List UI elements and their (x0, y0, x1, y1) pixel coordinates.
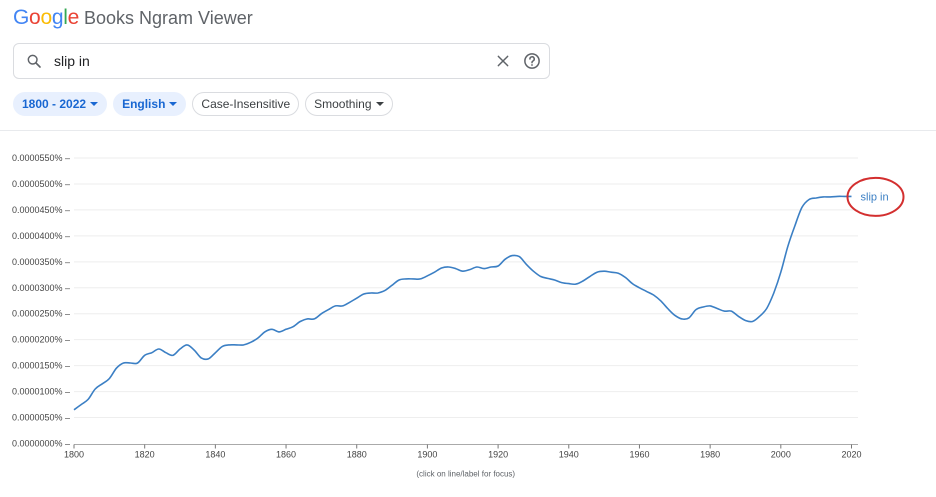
y-tick-label: 0.0000250% – (12, 309, 70, 319)
google-logo[interactable]: Google (13, 6, 79, 30)
y-tick-label: 0.0000000% – (12, 439, 70, 449)
logo-letter: G (13, 6, 30, 29)
smoothing-dropdown[interactable]: Smoothing (305, 92, 393, 116)
logo-letter: o (40, 6, 52, 29)
logo-letter: e (67, 6, 80, 29)
corpus-label: English (122, 97, 166, 111)
y-tick-label: 0.0000300% – (12, 283, 70, 293)
y-tick-label: 0.0000100% – (12, 387, 70, 397)
x-tick-label: 1840 (205, 450, 225, 460)
help-icon[interactable] (523, 52, 541, 70)
search-icon[interactable] (26, 53, 42, 69)
x-tick-label: 1880 (347, 450, 367, 460)
year-range-dropdown[interactable]: 1800 - 2022 (13, 92, 108, 116)
app-title: Books Ngram Viewer (83, 8, 253, 28)
x-tick-label: 1860 (276, 450, 296, 460)
chart-footnote: (click on line/label for focus) (416, 470, 515, 479)
case-label: Case-Insensitive (201, 97, 291, 111)
y-tick-label: 0.0000050% – (12, 413, 70, 423)
x-tick-label: 1900 (417, 450, 437, 460)
caret-down-icon (375, 102, 384, 106)
filter-bar: 1800 - 2022 English Case-Insensitive Smo… (13, 92, 393, 116)
x-tick-label: 1940 (559, 450, 579, 460)
x-tick-label: 1980 (700, 450, 720, 460)
smoothing-label: Smoothing (314, 97, 372, 111)
series-line[interactable] (73, 195, 852, 411)
logo-letter: l (63, 6, 68, 29)
y-tick-label: 0.0000200% – (12, 335, 70, 345)
grid-lines (74, 157, 858, 419)
y-tick-label: 0.0000450% – (12, 205, 70, 215)
x-tick-label: 1820 (135, 450, 155, 460)
year-range-label: 1800 - 2022 (22, 97, 87, 111)
corpus-dropdown[interactable]: English (113, 92, 187, 116)
ngram-chart: 0.0000000% – 0.0000050% – 0.0000100% – 0.00… (12, 153, 905, 479)
x-tick-label: 1800 (64, 450, 84, 460)
logo-letter: g (51, 6, 64, 29)
logo-letter: o (29, 6, 41, 29)
search-box (13, 43, 550, 79)
y-tick-label: 0.0000350% – (12, 257, 70, 267)
y-axis: 0.0000000% – 0.0000050% – 0.0000100% – 0.00… (12, 153, 70, 449)
series-label[interactable]: slip in (861, 191, 889, 203)
x-tick-label: 1960 (629, 450, 649, 460)
search-input[interactable] (54, 51, 474, 71)
y-tick-label: 0.0000500% – (12, 179, 70, 189)
x-tick-label: 2020 (841, 450, 861, 460)
x-tick-label: 2000 (771, 450, 791, 460)
y-tick-label: 0.0000400% – (12, 231, 70, 241)
divider (0, 130, 936, 131)
y-tick-label: 0.0000150% – (12, 361, 70, 371)
caret-down-icon (90, 102, 99, 106)
case-insensitive-toggle[interactable]: Case-Insensitive (192, 92, 300, 116)
annotation-circle (846, 176, 905, 217)
caret-down-icon (169, 102, 178, 106)
x-axis: 1800 1820 1840 1860 1880 1900 1920 1940 1960 1980… (64, 444, 862, 460)
close-icon[interactable] (495, 53, 511, 69)
app-header: Google Books Ngram Viewer (13, 6, 253, 34)
x-tick-label: 1920 (488, 450, 508, 460)
y-tick-label: 0.0000550% – (12, 153, 70, 163)
